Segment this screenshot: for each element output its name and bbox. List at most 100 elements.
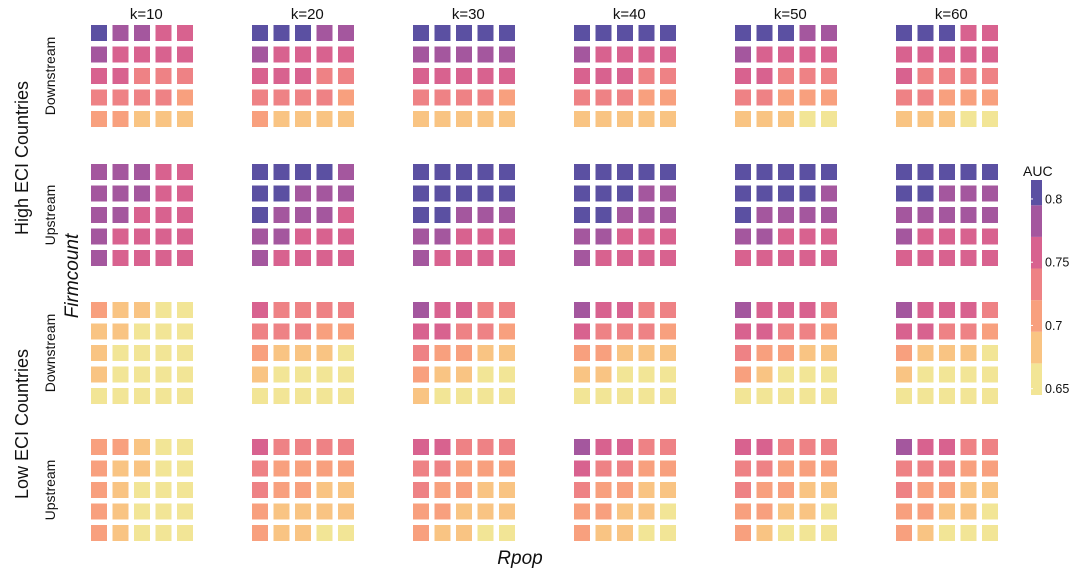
heatmap-cell bbox=[638, 111, 655, 127]
heatmap-cell bbox=[660, 46, 676, 63]
heatmap-cell bbox=[316, 460, 333, 477]
heatmap-cell bbox=[477, 46, 494, 63]
heatmap-cell bbox=[252, 388, 268, 404]
heatmap-cell bbox=[756, 388, 773, 404]
heatmap-cell bbox=[499, 228, 515, 245]
heatmap-cell bbox=[756, 228, 773, 245]
heatmap-cell bbox=[413, 185, 429, 202]
heatmap-cell bbox=[434, 323, 451, 340]
heatmap-cell bbox=[896, 345, 912, 361]
heatmap-cell bbox=[413, 68, 429, 84]
heatmap-cell bbox=[982, 46, 998, 63]
heatmap-cell bbox=[574, 366, 590, 383]
heatmap-cell bbox=[778, 345, 794, 361]
heatmap-cell bbox=[134, 302, 150, 318]
heatmap-cell bbox=[735, 89, 751, 106]
heatmap-cell bbox=[338, 68, 354, 84]
heatmap-cell bbox=[939, 89, 955, 106]
heatmap-cell bbox=[338, 366, 354, 383]
heatmap-cell bbox=[91, 185, 107, 202]
heatmap-cell bbox=[155, 345, 172, 361]
heatmap-cell bbox=[177, 388, 193, 404]
heatmap-cell bbox=[917, 460, 934, 477]
heatmap-cell bbox=[252, 345, 268, 361]
heatmap-cell bbox=[413, 164, 429, 180]
heatmap-cell bbox=[982, 185, 998, 202]
heatmap-cell bbox=[778, 503, 794, 520]
heatmap-cell bbox=[112, 250, 129, 266]
heatmap-cell bbox=[917, 25, 934, 41]
heatmap-cell bbox=[134, 25, 150, 41]
heatmap-cell bbox=[434, 111, 451, 127]
heatmap-cell bbox=[434, 207, 451, 223]
heatmap-cell bbox=[434, 228, 451, 245]
heatmap-cell bbox=[939, 302, 955, 318]
heatmap-cell bbox=[896, 366, 912, 383]
heatmap-cell bbox=[735, 207, 751, 223]
heatmap-cell bbox=[939, 228, 955, 245]
heatmap-cell bbox=[574, 302, 590, 318]
heatmap-cell bbox=[434, 302, 451, 318]
heatmap-cell bbox=[660, 164, 676, 180]
heatmap-cell bbox=[595, 207, 612, 223]
facet-title: k=50 bbox=[774, 6, 807, 23]
heatmap-cell bbox=[735, 46, 751, 63]
heatmap-cell bbox=[595, 164, 612, 180]
heatmap-cell bbox=[134, 207, 150, 223]
heatmap-cell bbox=[155, 302, 172, 318]
heatmap-cell bbox=[960, 323, 977, 340]
heatmap-cell bbox=[617, 111, 633, 127]
heatmap-cell bbox=[917, 503, 934, 520]
heatmap-cell bbox=[252, 503, 268, 520]
heatmap-cell bbox=[456, 460, 472, 477]
heatmap-cell bbox=[617, 250, 633, 266]
heatmap-cell bbox=[660, 439, 676, 455]
heatmap-cell bbox=[112, 323, 129, 340]
heatmap-cell bbox=[112, 207, 129, 223]
heatmap-cell bbox=[960, 388, 977, 404]
heatmap-cell bbox=[939, 503, 955, 520]
heatmap-cell bbox=[338, 345, 354, 361]
heatmap-cell bbox=[896, 164, 912, 180]
heatmap-cell bbox=[917, 185, 934, 202]
heatmap-cell bbox=[338, 323, 354, 340]
heatmap-cell bbox=[638, 89, 655, 106]
heatmap-cell bbox=[434, 366, 451, 383]
heatmap-cell bbox=[413, 25, 429, 41]
heatmap-cell bbox=[638, 460, 655, 477]
heatmap-cell bbox=[477, 323, 494, 340]
heatmap-cell bbox=[477, 388, 494, 404]
heatmap-cell bbox=[821, 323, 837, 340]
heatmap-cell bbox=[273, 185, 290, 202]
heatmap-cell bbox=[660, 68, 676, 84]
heatmap-cell bbox=[595, 460, 612, 477]
heatmap-cell bbox=[778, 366, 794, 383]
heatmap-cell bbox=[434, 345, 451, 361]
heatmap-cell bbox=[316, 68, 333, 84]
heatmap-cell bbox=[295, 439, 311, 455]
heatmap-cell bbox=[338, 388, 354, 404]
heatmap-cell bbox=[939, 323, 955, 340]
heatmap-cell bbox=[295, 207, 311, 223]
heatmap-cell bbox=[413, 388, 429, 404]
heatmap-cell bbox=[413, 89, 429, 106]
heatmap-cell bbox=[617, 503, 633, 520]
heatmap-cell bbox=[638, 366, 655, 383]
heatmap-cell bbox=[252, 302, 268, 318]
heatmap-cell bbox=[134, 323, 150, 340]
heatmap-cell bbox=[939, 482, 955, 498]
heatmap-cell bbox=[91, 111, 107, 127]
heatmap-cell bbox=[91, 323, 107, 340]
heatmap-cell bbox=[177, 164, 193, 180]
heatmap-cell bbox=[756, 323, 773, 340]
heatmap-cell bbox=[252, 482, 268, 498]
heatmap-cell bbox=[477, 345, 494, 361]
heatmap-cell bbox=[660, 228, 676, 245]
heatmap-cell bbox=[960, 228, 977, 245]
heatmap-cell bbox=[295, 302, 311, 318]
heatmap-cell bbox=[338, 302, 354, 318]
heatmap-cell bbox=[799, 250, 816, 266]
row-label: Upstream bbox=[42, 460, 58, 521]
heatmap-cell bbox=[413, 46, 429, 63]
heatmap-cell bbox=[316, 525, 333, 541]
